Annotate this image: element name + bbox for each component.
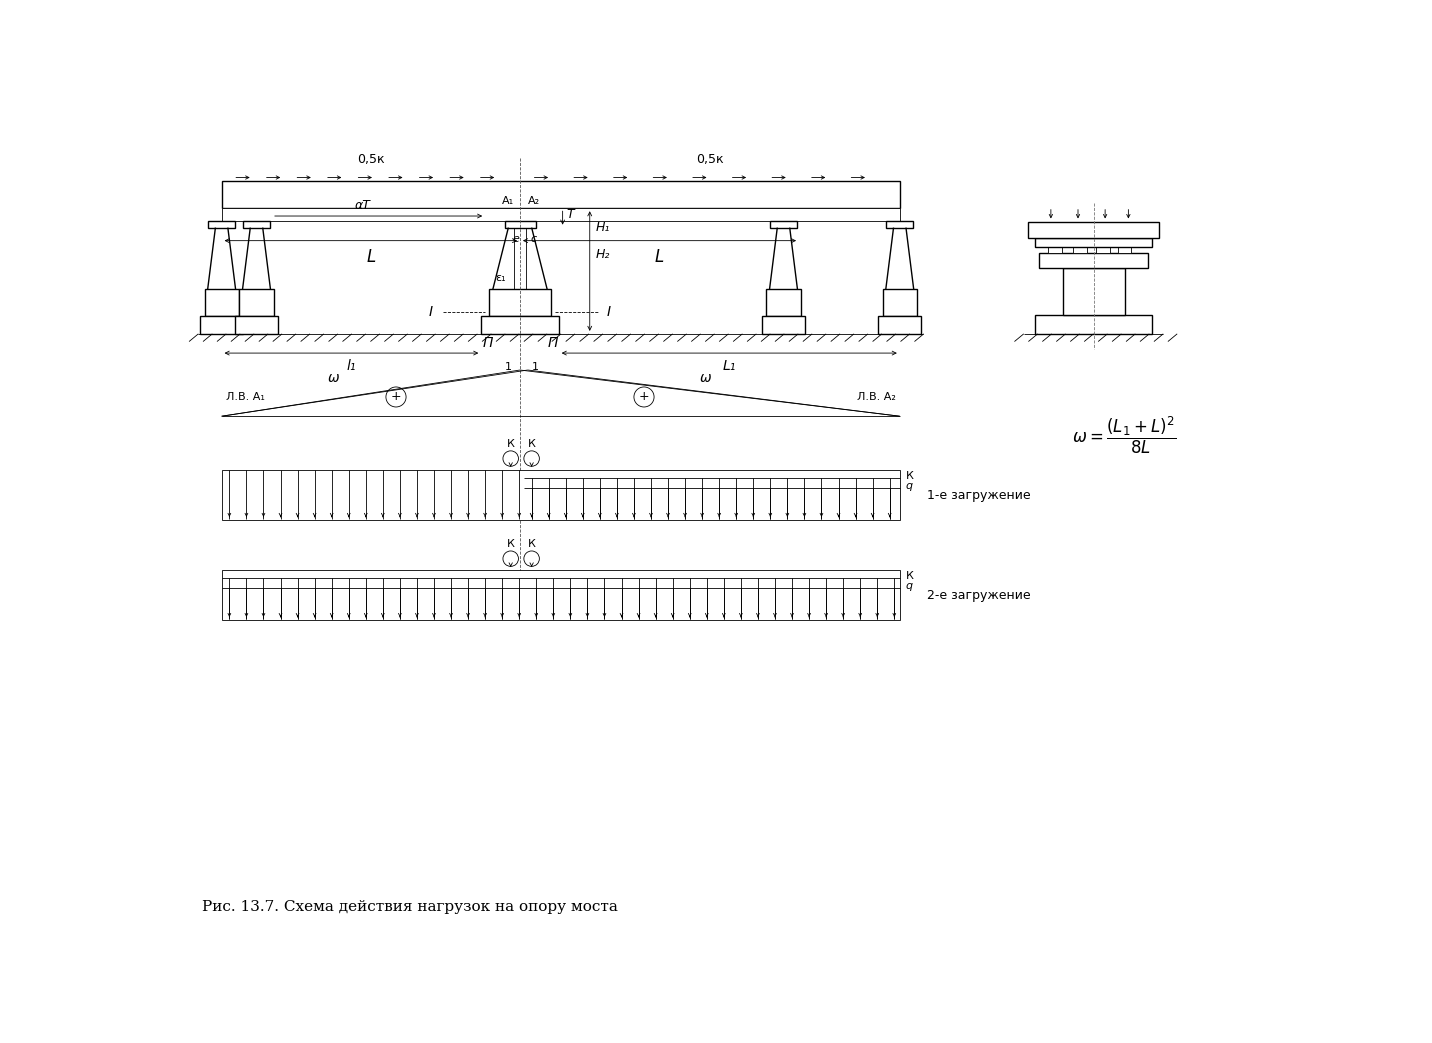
Text: I: I <box>428 306 432 319</box>
Bar <box>1035 238 1151 247</box>
Bar <box>239 289 274 316</box>
Bar <box>222 470 899 520</box>
Bar <box>766 289 800 316</box>
Text: αT: αT <box>355 199 371 212</box>
Text: q: q <box>906 581 914 591</box>
Text: q: q <box>906 481 914 491</box>
Bar <box>1117 247 1131 253</box>
Text: К: К <box>906 471 914 481</box>
Text: 0,5к: 0,5к <box>696 153 723 166</box>
Bar <box>481 316 558 334</box>
Bar <box>1095 247 1110 253</box>
Bar <box>1035 315 1151 334</box>
Text: 1: 1 <box>533 362 538 372</box>
Text: A₂: A₂ <box>528 196 540 207</box>
Bar <box>235 316 278 334</box>
Text: A₁: A₁ <box>503 196 514 207</box>
Text: Рис. 13.7. Схема действия нагрузок на опору моста: Рис. 13.7. Схема действия нагрузок на оп… <box>202 900 619 914</box>
Bar <box>886 221 914 227</box>
Text: К: К <box>527 438 536 448</box>
Bar <box>205 289 239 316</box>
Bar <box>1073 247 1087 253</box>
Text: H₂: H₂ <box>596 248 610 261</box>
Text: c: c <box>531 234 537 244</box>
Text: К: К <box>507 538 514 549</box>
Bar <box>208 221 235 227</box>
Text: +: + <box>639 390 649 404</box>
Text: Л.В. A₁: Л.В. A₁ <box>225 392 265 402</box>
Bar <box>222 181 899 209</box>
Text: L: L <box>654 248 664 266</box>
Text: Л.В. A₂: Л.В. A₂ <box>856 392 896 402</box>
Text: T: T <box>567 209 574 221</box>
Bar <box>222 571 899 621</box>
Text: К: К <box>507 438 514 448</box>
Text: К: К <box>527 538 536 549</box>
Bar <box>1028 222 1160 238</box>
Bar <box>1040 253 1148 268</box>
Text: 2-е загружение: 2-е загружение <box>927 588 1031 602</box>
Text: 1-е загружение: 1-е загружение <box>927 488 1031 502</box>
Text: I: I <box>607 306 611 319</box>
Text: H₁: H₁ <box>596 221 610 234</box>
Text: +: + <box>391 390 401 404</box>
Text: L₁: L₁ <box>723 359 736 373</box>
Bar <box>882 289 916 316</box>
Bar <box>243 221 271 227</box>
Text: ω: ω <box>700 370 712 385</box>
Bar <box>1063 268 1124 315</box>
Bar <box>200 316 243 334</box>
Text: 1: 1 <box>505 362 511 372</box>
Bar <box>762 316 805 334</box>
Text: П: П <box>547 336 557 350</box>
Text: П: П <box>483 336 493 350</box>
Text: ω: ω <box>328 370 339 385</box>
Text: К: К <box>906 572 914 581</box>
Text: $\omega = \dfrac{(L_1+L)^2}{8L}$: $\omega = \dfrac{(L_1+L)^2}{8L}$ <box>1073 415 1177 456</box>
Bar <box>222 209 899 221</box>
Bar <box>504 221 536 227</box>
Text: l₁: l₁ <box>347 359 357 373</box>
Bar <box>1048 247 1061 253</box>
Text: 0,5к: 0,5к <box>357 153 385 166</box>
Text: L: L <box>367 248 375 266</box>
Bar <box>488 289 551 316</box>
Bar <box>770 221 798 227</box>
Text: e: e <box>513 234 520 244</box>
Bar <box>878 316 921 334</box>
Text: ε₁: ε₁ <box>495 272 505 283</box>
